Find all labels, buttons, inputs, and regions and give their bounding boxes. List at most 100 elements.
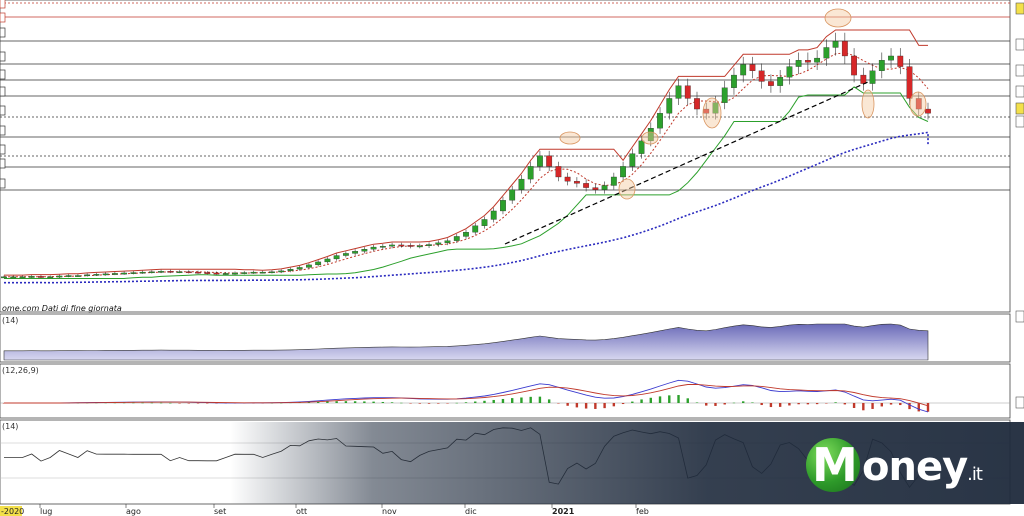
macd-histogram-bar (372, 401, 375, 403)
macd-histogram-bar (788, 403, 791, 406)
macd-histogram-bar (520, 397, 523, 403)
macd-histogram-bar (196, 403, 200, 404)
candle-body (324, 258, 331, 263)
macd-histogram-bar (880, 403, 883, 407)
macd-histogram-bar (714, 403, 717, 406)
macd-histogram-bar (889, 403, 893, 405)
candle-body (306, 264, 312, 268)
candle-body (342, 253, 349, 256)
candle-body (47, 276, 54, 279)
candle-body (361, 249, 368, 252)
highlight-marker (702, 97, 722, 129)
x-tick-label: ott (296, 507, 307, 516)
candle-body (481, 219, 488, 226)
macd-histogram-bar (335, 401, 338, 403)
candle-body (56, 275, 63, 278)
candle-body (537, 155, 543, 167)
brand-circle-icon (806, 438, 860, 492)
x-tick-label: feb (636, 507, 649, 516)
horizontal-levels (0, 2, 1010, 191)
candle-body (786, 66, 793, 78)
candle-body (269, 271, 275, 274)
macd-histogram-bar (159, 402, 163, 404)
highlight-marker (909, 91, 927, 117)
candle-body (851, 55, 857, 76)
x-tick-label: nov (382, 507, 397, 516)
macd-histogram-bar (538, 396, 542, 403)
macd-histogram-bar (187, 403, 190, 404)
macd-histogram-bar (760, 403, 763, 406)
candle-body (878, 60, 885, 71)
candle-body (546, 155, 553, 167)
candle-body (463, 232, 469, 237)
macd-panel (0, 363, 1011, 419)
macd-histogram-bar (899, 403, 902, 406)
candle-body (860, 74, 867, 84)
left-price-tags (0, 0, 6, 189)
macd-histogram-bar (455, 402, 458, 404)
left-price-tag (0, 27, 6, 38)
candle-body (841, 40, 848, 57)
macd-histogram-bar (150, 402, 154, 404)
macd-histogram-bar (575, 403, 579, 408)
candle-body (509, 189, 516, 201)
macd-histogram-bar (427, 403, 431, 404)
macd-histogram-bar (621, 403, 625, 405)
macd-histogram-bar (668, 395, 671, 403)
brand-wordmark: oney.it (862, 442, 983, 500)
right-price-tag (1015, 115, 1024, 128)
candle-body (897, 55, 904, 67)
candle-body (148, 271, 155, 274)
macd-histogram-bar (677, 395, 680, 403)
highlight-markers (559, 8, 927, 200)
lower-band-line (4, 86, 929, 279)
candle-body (712, 102, 719, 114)
candle-body (684, 85, 691, 99)
macd-histogram-bar (344, 401, 348, 403)
highlight-marker (641, 131, 659, 145)
candle-body (102, 273, 109, 276)
source-note: ome.com Dati di fine giornata (2, 304, 122, 313)
macd-histogram-bar (529, 396, 532, 403)
macd-histogram-bar (566, 403, 569, 406)
x-axis: lug ago set ott nov dic 2021 feb (39, 504, 649, 516)
brand-logo: M oney.it (806, 436, 996, 496)
left-price-tag (0, 86, 6, 97)
macd-histogram-bar (169, 402, 172, 404)
candle-body (804, 60, 811, 63)
right-price-tag (1015, 2, 1024, 15)
macd-histogram-bar (631, 401, 634, 403)
macd-histogram-bar (363, 401, 366, 403)
candle-body (490, 210, 497, 220)
x-tick-label: set (214, 507, 226, 516)
macd-histogram-bar (400, 402, 403, 404)
left-price-tag (0, 12, 6, 23)
left-price-tag (0, 69, 6, 80)
candle-body (407, 245, 414, 247)
macd-histogram-bar (612, 403, 616, 407)
candle-body (121, 272, 128, 275)
macd-histogram-bar (418, 403, 421, 404)
date-highlight-box (0, 506, 22, 516)
macd-histogram-bar (501, 398, 505, 403)
left-price-tag (0, 178, 6, 189)
candle-body (601, 185, 608, 190)
macd-histogram-bar (778, 403, 782, 407)
macd-histogram-bar (843, 403, 847, 405)
macd-histogram-bar (862, 403, 865, 411)
macd-histogram-bar (141, 402, 144, 404)
x-tick-label: dic (465, 507, 477, 516)
right-price-tag (1015, 64, 1024, 77)
macd-histogram-bar (871, 403, 874, 409)
highlight-marker (861, 89, 875, 119)
highlight-marker (559, 131, 581, 145)
macd-histogram-bar (122, 402, 126, 404)
candle-body (111, 273, 118, 275)
macd-histogram-bar (917, 403, 920, 412)
macd-histogram-bar (584, 403, 588, 409)
candle-body (352, 251, 359, 254)
macd-histogram-bar (437, 403, 440, 404)
candle-body (573, 181, 580, 184)
candle-body (814, 57, 821, 63)
left-price-tag (0, 51, 6, 62)
